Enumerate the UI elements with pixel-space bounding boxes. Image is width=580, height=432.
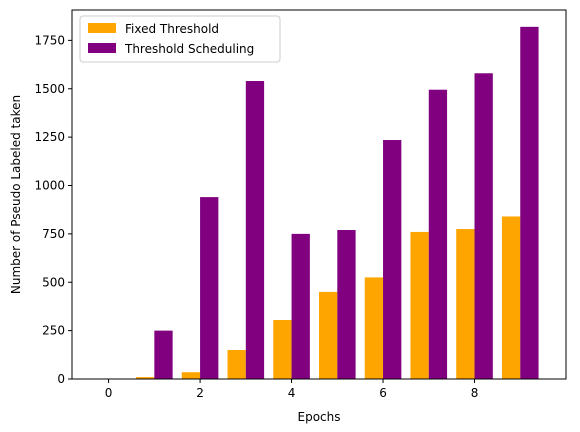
bar — [273, 319, 292, 379]
bar — [337, 230, 356, 379]
y-axis: 0 250 500 750 1000 1250 1500 1750 — [34, 33, 72, 386]
x-axis: 0 2 4 6 8 — [105, 379, 479, 400]
x-tick-label: 4 — [288, 386, 296, 400]
x-tick-label: 6 — [379, 386, 387, 400]
y-tick-label: 1750 — [34, 33, 65, 47]
x-tick-label: 8 — [471, 386, 479, 400]
bar — [136, 377, 155, 379]
plot-frame — [71, 9, 567, 380]
y-tick-label: 1000 — [34, 179, 65, 193]
y-tick-label: 250 — [42, 324, 65, 338]
legend-box — [79, 15, 281, 63]
y-tick-label: 500 — [42, 275, 65, 289]
x-axis-label: Epochs — [298, 410, 341, 424]
bar — [428, 89, 448, 379]
bar — [501, 216, 521, 379]
y-tick-label: 1500 — [34, 82, 65, 96]
bar — [319, 291, 338, 379]
legend-swatch — [88, 23, 116, 33]
y-tick-label: 750 — [42, 227, 65, 241]
x-tick-label: 2 — [196, 386, 204, 400]
bar — [410, 231, 429, 379]
bar — [200, 197, 219, 379]
bar — [227, 349, 246, 379]
bars-layer — [90, 26, 539, 380]
bar — [245, 81, 265, 379]
bar — [383, 140, 402, 379]
bar — [520, 26, 539, 380]
bar — [291, 233, 310, 379]
y-axis-label: Number of Pseudo Labeled taken — [9, 95, 23, 294]
bar — [474, 73, 493, 380]
bar — [456, 229, 475, 379]
legend: Fixed Threshold Threshold Scheduling — [79, 15, 281, 63]
legend-swatch — [88, 43, 116, 53]
y-tick-label: 1250 — [34, 130, 65, 144]
bar — [154, 330, 173, 379]
bar — [181, 372, 201, 379]
legend-label: Threshold Scheduling — [124, 42, 254, 56]
x-tick-label: 0 — [105, 386, 113, 400]
bar — [364, 277, 384, 379]
legend-label: Fixed Threshold — [125, 22, 219, 36]
y-tick-label: 0 — [57, 372, 65, 386]
